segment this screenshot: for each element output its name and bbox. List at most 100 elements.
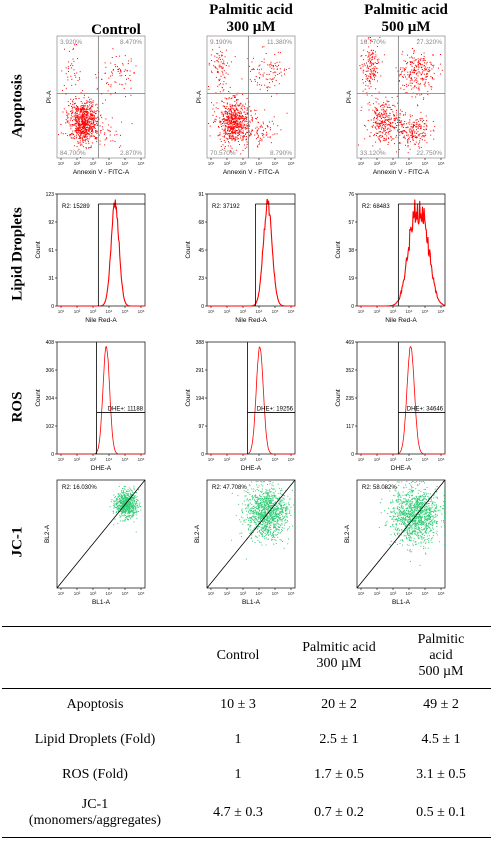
jc1-dot xyxy=(121,496,123,498)
apoptosis-dot xyxy=(360,55,362,57)
jc1-dot xyxy=(262,515,264,517)
apoptosis-dot xyxy=(242,132,244,134)
apoptosis-dot xyxy=(387,123,389,125)
jc1-dot xyxy=(248,503,250,505)
jc1-dot xyxy=(422,528,424,530)
apoptosis-dot xyxy=(75,108,77,110)
jc1-dot xyxy=(286,515,288,517)
jc1-dot xyxy=(136,501,137,502)
apoptosis-dot xyxy=(423,52,425,54)
jc1-dot xyxy=(269,533,271,535)
apoptosis-dot xyxy=(418,89,420,91)
jc1-dot xyxy=(120,510,122,512)
apoptosis-dot xyxy=(81,138,83,140)
apoptosis-dot xyxy=(411,57,413,59)
jc1-dot xyxy=(116,507,118,509)
apoptosis-dot xyxy=(267,64,269,66)
apoptosis-dot xyxy=(90,114,92,116)
apoptosis-dot xyxy=(233,114,235,116)
jc1-dot xyxy=(257,501,259,503)
apoptosis-dot xyxy=(271,67,273,69)
apoptosis-dot xyxy=(242,117,244,119)
apoptosis-dot xyxy=(411,127,413,129)
apoptosis-dot xyxy=(228,119,230,121)
apoptosis-dot xyxy=(414,136,416,138)
jc1-dot xyxy=(254,520,256,522)
jc1-dot xyxy=(265,493,267,495)
apoptosis-dot xyxy=(277,51,279,53)
apoptosis-dot xyxy=(365,70,367,72)
apoptosis-dot xyxy=(414,77,416,79)
apoptosis-dot xyxy=(226,116,227,118)
apoptosis-dot xyxy=(374,106,376,108)
jc1-dot xyxy=(259,495,261,497)
jc1-dot xyxy=(249,498,251,500)
jc1-dot xyxy=(272,536,273,538)
jc1-dot xyxy=(276,511,277,513)
apoptosis-dot xyxy=(411,56,413,58)
apoptosis-dot xyxy=(82,109,84,111)
apoptosis-dot xyxy=(372,72,374,74)
apoptosis-dot xyxy=(412,132,414,134)
apoptosis-dot xyxy=(81,115,83,117)
jc1-dot xyxy=(122,492,124,494)
jc1-dot xyxy=(258,510,260,512)
jc1-dot xyxy=(129,511,131,513)
apoptosis-dot xyxy=(105,138,107,140)
jc1-dot xyxy=(262,528,264,530)
apoptosis-dot xyxy=(233,136,235,138)
apoptosis-dot xyxy=(114,81,116,83)
y-tick-label: 23 xyxy=(198,276,204,282)
apoptosis-dot xyxy=(250,133,252,135)
jc1-dot xyxy=(254,495,256,497)
apoptosis-dot xyxy=(391,125,393,127)
jc1-dot xyxy=(119,499,121,501)
apoptosis-dot xyxy=(421,139,423,141)
jc1-dot xyxy=(255,536,257,538)
apoptosis-dot xyxy=(78,128,80,130)
jc1-dot xyxy=(267,496,269,498)
apoptosis-dot xyxy=(229,127,231,129)
y-tick-label: 68 xyxy=(198,220,204,226)
apoptosis-dot xyxy=(423,70,425,72)
jc1-dot xyxy=(257,531,259,533)
apoptosis-dot xyxy=(422,132,424,134)
apoptosis-dot xyxy=(425,68,427,70)
jc1-dot xyxy=(275,514,277,516)
jc1-dot xyxy=(253,514,255,516)
apoptosis-dot xyxy=(411,48,413,49)
apoptosis-dot xyxy=(387,127,389,129)
jc1-dot xyxy=(262,535,264,537)
apoptosis-dot xyxy=(224,105,225,107)
apoptosis-dot xyxy=(225,120,227,122)
apoptosis-dot xyxy=(120,71,122,73)
jc1-dot xyxy=(265,525,267,527)
apoptosis-dot xyxy=(253,57,254,59)
jc1-dot xyxy=(119,508,121,510)
apoptosis-dot xyxy=(388,118,390,120)
apoptosis-dot xyxy=(236,115,237,117)
apoptosis-dot xyxy=(383,117,385,119)
apoptosis-dot xyxy=(261,61,263,63)
jc1-dot xyxy=(258,498,259,500)
jc1-dot xyxy=(130,511,132,513)
apoptosis-dot xyxy=(400,67,402,69)
apoptosis-dot xyxy=(228,130,230,132)
apoptosis-dot xyxy=(87,119,89,121)
apoptosis-dot xyxy=(414,69,415,71)
apoptosis-dot xyxy=(65,87,67,89)
jc1-dot xyxy=(281,507,282,509)
apoptosis-dot xyxy=(220,75,222,77)
apoptosis-dot xyxy=(424,85,426,87)
jc1-dot xyxy=(261,532,263,534)
apoptosis-dot xyxy=(112,69,114,71)
apoptosis-dot xyxy=(412,133,414,135)
apoptosis-dot xyxy=(246,107,248,109)
apoptosis-dot xyxy=(388,100,390,102)
apoptosis-dot xyxy=(221,100,223,102)
apoptosis-dot xyxy=(247,123,249,125)
apoptosis-dot xyxy=(113,68,114,70)
apoptosis-dot xyxy=(404,114,406,116)
jc1-dot xyxy=(247,516,248,518)
apoptosis-dot xyxy=(245,120,247,122)
